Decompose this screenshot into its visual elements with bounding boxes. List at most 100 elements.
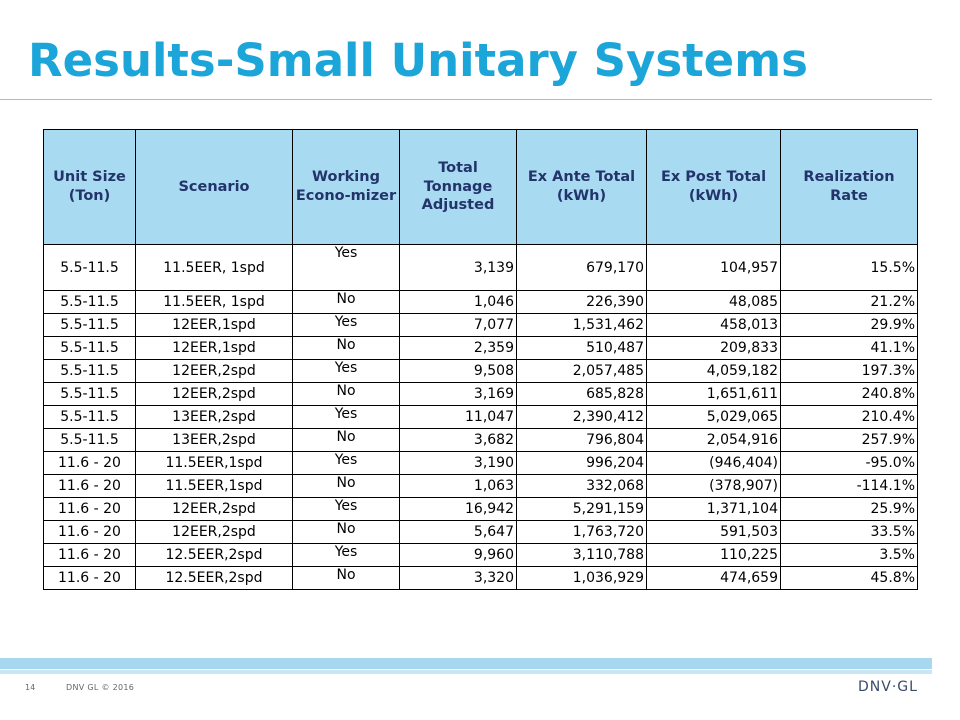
- cell-ex-post: 591,503: [646, 520, 781, 544]
- cell-realization-rate: 41.1%: [780, 336, 918, 360]
- cell-economizer: Yes: [292, 244, 400, 291]
- table-row: 11.6 - 20 12.5EER,2spd Yes 9,960 3,110,788 11…: [43, 543, 918, 567]
- cell-ex-ante: 2,390,412: [516, 405, 647, 429]
- cell-tonnage: 11,047: [399, 405, 517, 429]
- cell-unit-size: 11.6 - 20: [43, 474, 136, 498]
- cell-ex-ante: 3,110,788: [516, 543, 647, 567]
- table-row: 5.5-11.5 13EER,2spd Yes 11,047 2,390,412 5,02…: [43, 405, 918, 429]
- cell-ex-post: 5,029,065: [646, 405, 781, 429]
- cell-tonnage: 3,139: [399, 244, 517, 291]
- cell-ex-post: 474,659: [646, 566, 781, 590]
- cell-unit-size: 11.6 - 20: [43, 566, 136, 590]
- header-total-tonnage: Total Tonnage Adjusted: [399, 129, 517, 245]
- footer-band-thin: [0, 670, 932, 674]
- footer-band: [0, 658, 932, 669]
- cell-ex-ante: 510,487: [516, 336, 647, 360]
- table-row: 11.6 - 20 12EER,2spd Yes 16,942 5,291,159 1,3…: [43, 497, 918, 521]
- table-row: 5.5-11.5 11.5EER, 1spd No 1,046 226,390 48,08…: [43, 290, 918, 314]
- cell-ex-ante: 2,057,485: [516, 359, 647, 383]
- cell-ex-ante: 679,170: [516, 244, 647, 291]
- cell-scenario: 12EER,2spd: [135, 520, 293, 544]
- cell-scenario: 12EER,2spd: [135, 382, 293, 406]
- cell-economizer: No: [292, 520, 400, 544]
- cell-unit-size: 5.5-11.5: [43, 428, 136, 452]
- cell-realization-rate: 33.5%: [780, 520, 918, 544]
- cell-scenario: 13EER,2spd: [135, 405, 293, 429]
- cell-ex-post: (946,404): [646, 451, 781, 475]
- table-row: 5.5-11.5 12EER,2spd No 3,169 685,828 1,651,61…: [43, 382, 918, 406]
- cell-economizer: No: [292, 566, 400, 590]
- cell-unit-size: 5.5-11.5: [43, 382, 136, 406]
- cell-scenario: 12EER,1spd: [135, 336, 293, 360]
- table-row: 5.5-11.5 12EER,1spd Yes 7,077 1,531,462 458,0…: [43, 313, 918, 337]
- cell-economizer: No: [292, 336, 400, 360]
- cell-realization-rate: 197.3%: [780, 359, 918, 383]
- cell-scenario: 11.5EER, 1spd: [135, 244, 293, 291]
- cell-realization-rate: 240.8%: [780, 382, 918, 406]
- cell-unit-size: 5.5-11.5: [43, 290, 136, 314]
- cell-tonnage: 5,647: [399, 520, 517, 544]
- cell-unit-size: 5.5-11.5: [43, 405, 136, 429]
- header-ex-ante-total: Ex Ante Total (kWh): [516, 129, 647, 245]
- cell-economizer: Yes: [292, 359, 400, 383]
- cell-ex-ante: 796,804: [516, 428, 647, 452]
- cell-ex-post: 48,085: [646, 290, 781, 314]
- cell-ex-post: 104,957: [646, 244, 781, 291]
- table-row: 11.6 - 20 11.5EER,1spd No 1,063 332,068 (378,…: [43, 474, 918, 498]
- cell-unit-size: 11.6 - 20: [43, 497, 136, 521]
- cell-realization-rate: 257.9%: [780, 428, 918, 452]
- cell-realization-rate: 15.5%: [780, 244, 918, 291]
- cell-tonnage: 9,960: [399, 543, 517, 567]
- cell-unit-size: 5.5-11.5: [43, 244, 136, 291]
- cell-tonnage: 9,508: [399, 359, 517, 383]
- cell-scenario: 12EER,2spd: [135, 359, 293, 383]
- header-scenario: Scenario: [135, 129, 293, 245]
- table-row: 5.5-11.5 13EER,2spd No 3,682 796,804 2,054,91…: [43, 428, 918, 452]
- cell-tonnage: 3,169: [399, 382, 517, 406]
- cell-realization-rate: 29.9%: [780, 313, 918, 337]
- cell-tonnage: 1,046: [399, 290, 517, 314]
- cell-realization-rate: -95.0%: [780, 451, 918, 475]
- cell-ex-ante: 996,204: [516, 451, 647, 475]
- cell-ex-post: 4,059,182: [646, 359, 781, 383]
- cell-ex-post: 1,651,611: [646, 382, 781, 406]
- cell-unit-size: 11.6 - 20: [43, 543, 136, 567]
- cell-realization-rate: 45.8%: [780, 566, 918, 590]
- header-working-economizer: Working Econo-mizer: [292, 129, 400, 245]
- cell-economizer: Yes: [292, 543, 400, 567]
- cell-scenario: 12EER,1spd: [135, 313, 293, 337]
- table-row: 5.5-11.5 12EER,2spd Yes 9,508 2,057,485 4,059…: [43, 359, 918, 383]
- cell-ex-post: 2,054,916: [646, 428, 781, 452]
- cell-realization-rate: 25.9%: [780, 497, 918, 521]
- cell-ex-post: 458,013: [646, 313, 781, 337]
- table-row: 5.5-11.5 12EER,1spd No 2,359 510,487 209,833 4…: [43, 336, 918, 360]
- copyright-text: DNV GL © 2016: [66, 683, 135, 692]
- cell-economizer: No: [292, 474, 400, 498]
- table-body: 5.5-11.5 11.5EER, 1spd Yes 3,139 679,170 104,…: [43, 244, 918, 590]
- cell-scenario: 12EER,2spd: [135, 497, 293, 521]
- cell-tonnage: 3,320: [399, 566, 517, 590]
- cell-ex-ante: 5,291,159: [516, 497, 647, 521]
- cell-economizer: Yes: [292, 405, 400, 429]
- table-row: 11.6 - 20 11.5EER,1spd Yes 3,190 996,204 (946…: [43, 451, 918, 475]
- table-row: 11.6 - 20 12EER,2spd No 5,647 1,763,720 591,5…: [43, 520, 918, 544]
- cell-ex-ante: 685,828: [516, 382, 647, 406]
- cell-scenario: 11.5EER,1spd: [135, 474, 293, 498]
- cell-unit-size: 11.6 - 20: [43, 451, 136, 475]
- table-header-row: Unit Size (Ton) Scenario Working Econo-m…: [43, 129, 918, 245]
- cell-ex-post: 110,225: [646, 543, 781, 567]
- cell-ex-ante: 1,036,929: [516, 566, 647, 590]
- cell-ex-ante: 332,068: [516, 474, 647, 498]
- cell-ex-ante: 1,531,462: [516, 313, 647, 337]
- cell-scenario: 13EER,2spd: [135, 428, 293, 452]
- cell-economizer: No: [292, 290, 400, 314]
- cell-ex-ante: 1,763,720: [516, 520, 647, 544]
- table-row: 5.5-11.5 11.5EER, 1spd Yes 3,139 679,170 104,…: [43, 244, 918, 291]
- cell-realization-rate: 21.2%: [780, 290, 918, 314]
- cell-scenario: 12.5EER,2spd: [135, 543, 293, 567]
- cell-unit-size: 5.5-11.5: [43, 313, 136, 337]
- cell-tonnage: 7,077: [399, 313, 517, 337]
- page-number: 14: [25, 683, 36, 692]
- cell-tonnage: 1,063: [399, 474, 517, 498]
- header-unit-size: Unit Size (Ton): [43, 129, 136, 245]
